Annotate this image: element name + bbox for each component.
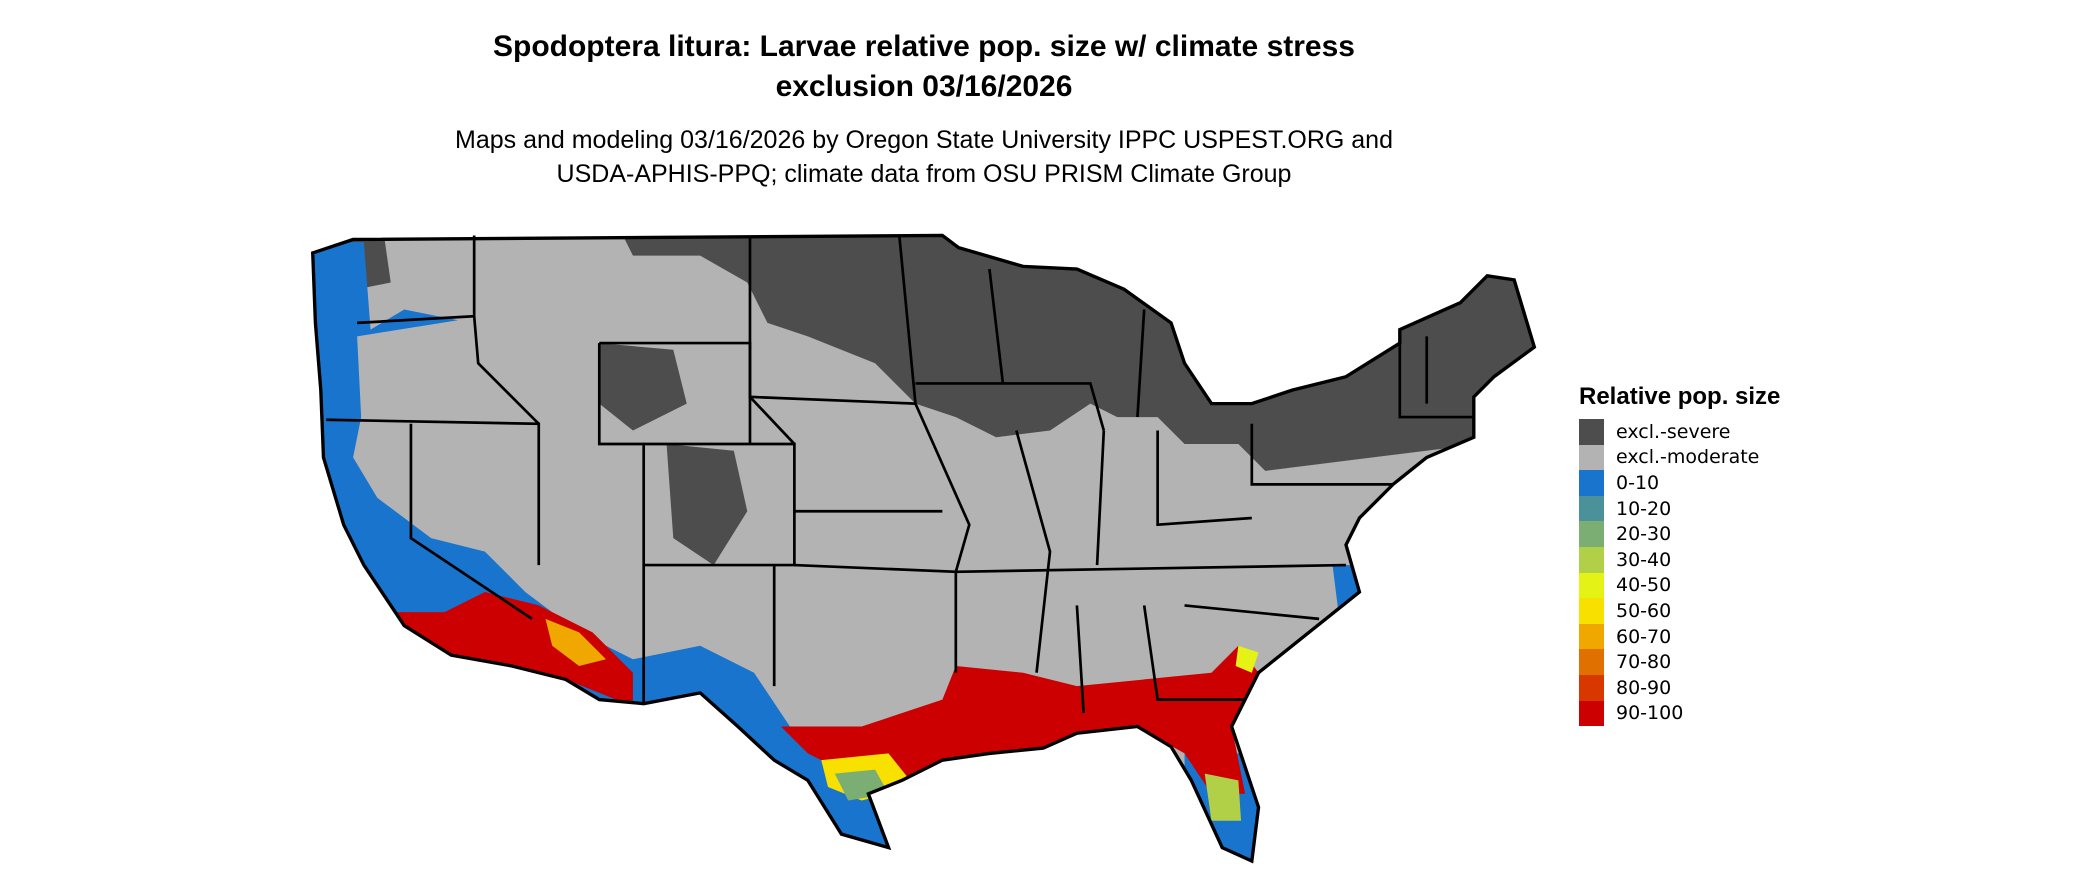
legend-swatch bbox=[1579, 444, 1604, 471]
range-0-10-region-west bbox=[312, 242, 916, 862]
legend-label: 40-50 bbox=[1616, 574, 1672, 597]
legend-swatch bbox=[1579, 700, 1604, 727]
legend-item: 80-90 bbox=[1579, 674, 1780, 701]
range-30-40-region-florida bbox=[1204, 773, 1242, 821]
map-title: Spodoptera litura: Larvae relative pop. … bbox=[493, 30, 1355, 63]
range-90-100-region-southwest bbox=[397, 591, 633, 707]
legend-label: 60-70 bbox=[1616, 625, 1672, 648]
legend-label: 10-20 bbox=[1616, 497, 1672, 520]
legend-item: 50-60 bbox=[1579, 598, 1780, 624]
map-title-line2: exclusion 03/16/2026 bbox=[775, 70, 1073, 103]
legend-label: 20-30 bbox=[1616, 523, 1672, 546]
legend-label: 30-40 bbox=[1616, 548, 1672, 571]
legend-item: 60-70 bbox=[1579, 623, 1780, 650]
legend-label: 0-10 bbox=[1616, 471, 1660, 494]
legend-item: 30-40 bbox=[1579, 546, 1780, 573]
range-90-100-region-gulf bbox=[780, 645, 1259, 794]
legend-item: excl.-severe bbox=[1579, 419, 1780, 445]
legend-label: 50-60 bbox=[1616, 599, 1672, 622]
legend-swatch bbox=[1579, 572, 1604, 599]
legend-swatch bbox=[1579, 649, 1604, 675]
legend-item: 40-50 bbox=[1579, 572, 1780, 599]
legend-item: excl.-moderate bbox=[1579, 444, 1780, 471]
legend-item: 20-30 bbox=[1579, 521, 1780, 547]
legend-label: 90-100 bbox=[1616, 702, 1684, 725]
map-subtitle: Maps and modeling 03/16/2026 by Oregon S… bbox=[455, 126, 1393, 154]
legend-swatch bbox=[1579, 419, 1604, 445]
legend-item: 0-10 bbox=[1579, 470, 1780, 496]
legend-label: excl.-severe bbox=[1616, 420, 1731, 443]
range-40-50-region-georgia bbox=[1235, 645, 1259, 673]
legend-swatch bbox=[1579, 521, 1604, 547]
range-60-70-region-arizona bbox=[545, 618, 607, 666]
legend-label: 80-90 bbox=[1616, 676, 1672, 699]
legend: Relative pop. size excl.-severe excl.-mod… bbox=[1579, 383, 1781, 727]
legend-swatch bbox=[1579, 546, 1604, 573]
legend-label: 70-80 bbox=[1616, 651, 1672, 674]
legend-title: Relative pop. size bbox=[1579, 383, 1781, 410]
state-borders bbox=[326, 235, 1474, 714]
legend-label: excl.-moderate bbox=[1616, 446, 1760, 469]
legend-swatch bbox=[1579, 598, 1604, 624]
legend-item: 10-20 bbox=[1579, 495, 1780, 522]
excl-severe-region-wyoming bbox=[599, 343, 687, 431]
legend-item: 90-100 bbox=[1579, 700, 1780, 727]
legend-item: 70-80 bbox=[1579, 649, 1780, 675]
legend-swatch bbox=[1579, 623, 1604, 650]
legend-swatch bbox=[1579, 495, 1604, 522]
legend-swatch bbox=[1579, 470, 1604, 496]
excl-severe-region-colorado bbox=[666, 443, 748, 566]
legend-swatch bbox=[1579, 674, 1604, 701]
map-subtitle-line2: USDA-APHIS-PPQ; climate data from OSU PR… bbox=[556, 160, 1292, 188]
